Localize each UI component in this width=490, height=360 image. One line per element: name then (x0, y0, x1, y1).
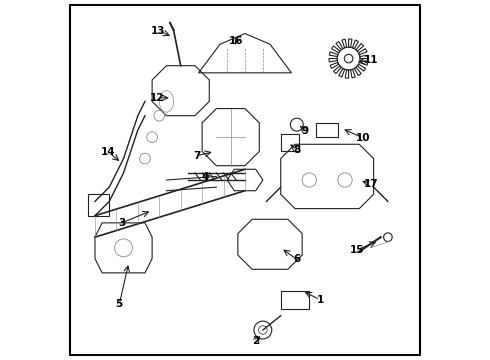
Circle shape (344, 54, 353, 63)
Text: 11: 11 (364, 55, 378, 65)
Text: 9: 9 (301, 126, 309, 136)
Text: 1: 1 (317, 295, 323, 305)
Bar (317, 123, 338, 137)
Text: 12: 12 (150, 93, 165, 103)
Text: 6: 6 (293, 254, 300, 264)
Text: 5: 5 (116, 299, 123, 309)
Text: 17: 17 (364, 179, 378, 189)
Text: 7: 7 (193, 151, 200, 161)
Text: 15: 15 (350, 245, 365, 255)
Text: 13: 13 (151, 26, 166, 36)
Text: 16: 16 (229, 36, 244, 46)
Text: 10: 10 (356, 133, 370, 143)
Bar (88, 194, 109, 216)
Text: 2: 2 (252, 337, 259, 346)
Bar (281, 134, 298, 152)
Bar (281, 291, 309, 309)
Text: 3: 3 (118, 218, 125, 228)
Text: 4: 4 (201, 172, 209, 182)
Text: 8: 8 (293, 145, 300, 155)
Text: 14: 14 (101, 147, 116, 157)
